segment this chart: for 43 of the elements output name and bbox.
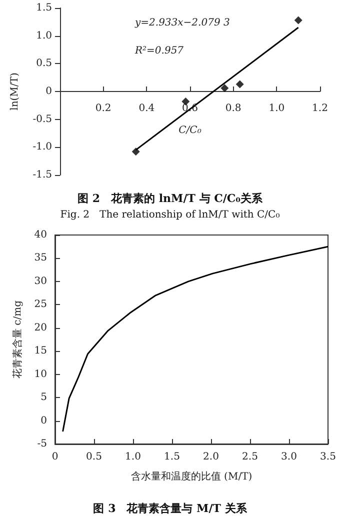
y-tick-label: 25 — [34, 299, 47, 310]
x-tick-label: 2.0 — [203, 452, 219, 462]
x-tick-label: 0.5 — [86, 452, 102, 462]
y-tick-label: 30 — [34, 276, 47, 287]
line-series — [62, 246, 329, 432]
text: 图 3 花青素含量与 M/T 关系 — [93, 502, 248, 515]
y-tick-label: 1.0 — [36, 30, 52, 42]
y-tick-label: 0 — [40, 415, 47, 426]
y-tick-label: 10 — [34, 368, 47, 380]
x-axis-title: 含水量和温度的比值 (M/T) — [130, 470, 252, 482]
y-axis-title: ln(M/T) — [10, 72, 20, 110]
y-tick-label: 20 — [34, 322, 47, 334]
point — [294, 16, 302, 24]
y-tick-label: 35 — [34, 252, 47, 264]
text: Fig. 2 The relationship of lnM/T with C/C₀ — [60, 210, 280, 220]
x-tick-label: 3.5 — [320, 452, 336, 462]
x-tick-label: 0.4 — [138, 103, 155, 114]
y-tick-label: -1.5 — [32, 170, 52, 180]
x-axis-title: C/C₀ — [178, 125, 202, 136]
point — [220, 84, 229, 92]
x-tick-label: 1.5 — [164, 452, 180, 462]
annotation: y=2.933x−2.079 3 — [134, 18, 230, 28]
y-tick-label: 0 — [46, 86, 52, 97]
text: 图 2 花青素的 lnM/T 与 C/C₀关系 — [78, 192, 264, 205]
point — [132, 148, 140, 156]
point — [236, 80, 244, 88]
x-tick-label: 0.8 — [225, 103, 242, 114]
x-tick-label: 1.2 — [312, 103, 328, 114]
y-tick-label: 0.5 — [36, 58, 52, 70]
x-tick-label: 1.0 — [125, 452, 141, 462]
x-tick-label: 0.2 — [95, 103, 112, 114]
annotation: R²=0.957 — [134, 46, 184, 56]
y-tick-label: 5 — [40, 392, 47, 404]
x-tick-label: 3.0 — [281, 452, 297, 462]
y-axis-title: 花青素含量 c/mg — [12, 300, 24, 379]
y-tick-label: 40 — [34, 230, 47, 240]
y-tick-label: 1.5 — [36, 2, 52, 14]
x-tick-label: 2.5 — [242, 452, 258, 462]
y-tick-label: -1.0 — [32, 142, 52, 153]
y-tick-label: -5 — [37, 438, 47, 450]
y-tick-label: -0.5 — [32, 114, 52, 125]
x-tick-label: 1.0 — [268, 103, 285, 114]
y-tick-label: 15 — [34, 346, 47, 357]
